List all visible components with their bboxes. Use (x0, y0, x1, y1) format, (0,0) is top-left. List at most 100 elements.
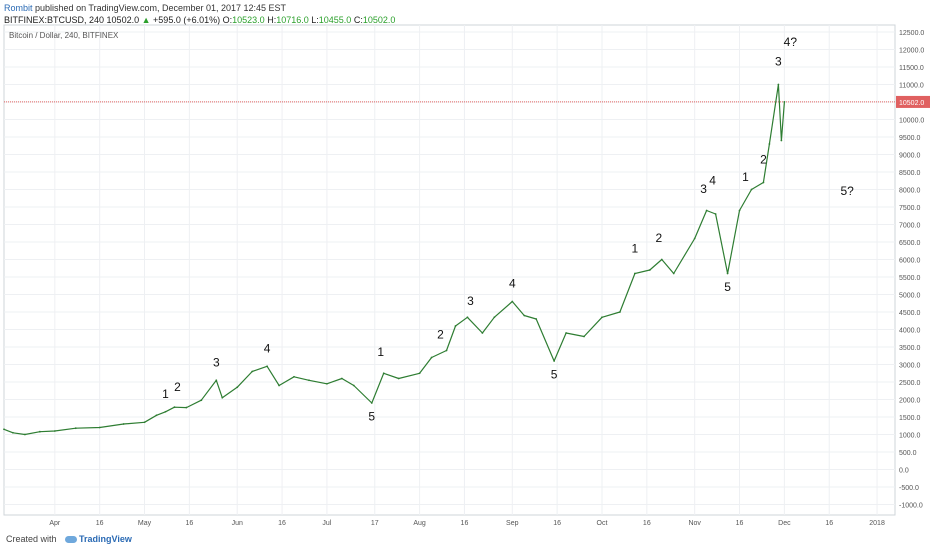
price-point (481, 332, 484, 334)
wave-label: 1 (162, 387, 169, 401)
y-tick-label: 5000.0 (899, 293, 921, 300)
x-tick-label: Apr (49, 520, 61, 527)
x-tick-label: 17 (371, 520, 379, 527)
y-tick-label: 12500.0 (899, 30, 924, 37)
wave-label: 1 (377, 345, 384, 359)
wave-label: 4 (509, 277, 516, 291)
price-point (726, 272, 729, 275)
price-point (750, 188, 753, 191)
current-price-label: 10502.0 (899, 100, 924, 107)
current-price-line: 10502.0 (4, 95, 930, 108)
price-point (780, 139, 783, 142)
y-tick-label: 11000.0 (899, 83, 924, 90)
x-tick-label: 16 (825, 520, 833, 527)
wave-label: 2 (437, 327, 444, 341)
wave-label: 2 (174, 380, 181, 394)
price-point (523, 314, 526, 317)
wave-label: 5 (724, 280, 731, 294)
x-tick-label: 16 (736, 520, 744, 527)
open-label: O: (222, 15, 233, 25)
published-text: published on TradingView.com, December 0… (35, 3, 287, 13)
price-point (164, 410, 167, 413)
y-tick-label: 10000.0 (899, 118, 924, 125)
x-axis: Apr 16 May 16 Jun 16 Jul 17 Aug 16 Sep 16 Oct 16 Nov 16… (49, 520, 885, 527)
wave-label: 2 (760, 152, 767, 166)
x-tick-label: Sep (506, 520, 519, 527)
price-point (777, 83, 780, 86)
footer: Created with TradingView (6, 534, 132, 544)
chart-header: Rombit published on TradingView.com, Dec… (4, 2, 904, 26)
price-point (493, 316, 496, 319)
y-tick-label: 2000.0 (899, 398, 921, 405)
price-point (53, 430, 56, 432)
price-point (215, 379, 218, 382)
wave-label: 5 (551, 368, 558, 382)
wave-label: 2 (655, 231, 662, 245)
y-tick-label: 4000.0 (899, 328, 921, 335)
y-tick-label: 7500.0 (899, 205, 921, 212)
grid-lines (4, 25, 895, 515)
x-tick-label: 16 (553, 520, 561, 527)
price-point (397, 377, 400, 380)
price-point (672, 272, 675, 275)
last-price: 10502.0 (106, 15, 140, 25)
price-point (660, 258, 663, 261)
y-tick-label: 4500.0 (899, 310, 921, 317)
y-tick-label: 0.0 (899, 468, 909, 475)
price-point (768, 143, 771, 145)
close-value: 10502.0 (362, 15, 396, 25)
price-point (236, 386, 239, 389)
x-tick-label: Dec (778, 520, 791, 527)
y-tick-label: 3000.0 (899, 363, 921, 370)
price-point (583, 335, 585, 338)
x-tick-label: Jun (232, 520, 243, 527)
price-point (633, 272, 636, 275)
price-point (430, 356, 433, 359)
y-tick-label: -500.0 (899, 485, 919, 492)
price-point (382, 372, 385, 375)
price-point (122, 423, 125, 425)
tradingview-logo-icon (65, 536, 78, 544)
author-link[interactable]: Rombit (4, 3, 33, 13)
price-point (445, 349, 448, 352)
price-point (185, 406, 188, 409)
price-point (221, 396, 224, 399)
price-point (535, 318, 538, 320)
wave-label: 5? (840, 184, 854, 198)
x-tick-label: 16 (643, 520, 651, 527)
price-point (98, 426, 101, 429)
price-point (738, 209, 741, 212)
price-line (3, 83, 785, 436)
price-point (74, 427, 77, 430)
x-tick-label: May (138, 520, 152, 527)
wave-label: 3 (700, 182, 707, 196)
plot-frame (3, 24, 896, 516)
price-point (200, 399, 203, 402)
y-tick-label: 6500.0 (899, 240, 921, 247)
created-with-text: Created with (6, 534, 57, 544)
y-tick-label: 1500.0 (899, 415, 921, 422)
y-tick-label: 2500.0 (899, 380, 921, 387)
price-point (565, 332, 568, 334)
x-tick-label: 16 (185, 520, 193, 527)
open-value: 10523.0 (232, 15, 265, 25)
x-tick-label: 2018 (869, 520, 885, 527)
x-tick-label: Jul (322, 520, 331, 527)
tradingview-brand[interactable]: TradingView (79, 534, 132, 544)
y-tick-label: 8000.0 (899, 188, 921, 195)
x-tick-label: 16 (461, 520, 469, 527)
price-point (266, 365, 269, 368)
x-tick-label: Nov (688, 520, 701, 527)
price-point (24, 433, 26, 436)
price-point (352, 384, 355, 387)
wave-label: 3 (775, 54, 782, 68)
price-point (278, 384, 280, 387)
y-tick-label: 500.0 (899, 450, 917, 457)
publication-line: Rombit published on TradingView.com, Dec… (4, 2, 904, 14)
price-point (454, 325, 457, 327)
price-point (308, 379, 310, 382)
y-tick-label: 6000.0 (899, 258, 921, 265)
price-point (173, 406, 176, 409)
